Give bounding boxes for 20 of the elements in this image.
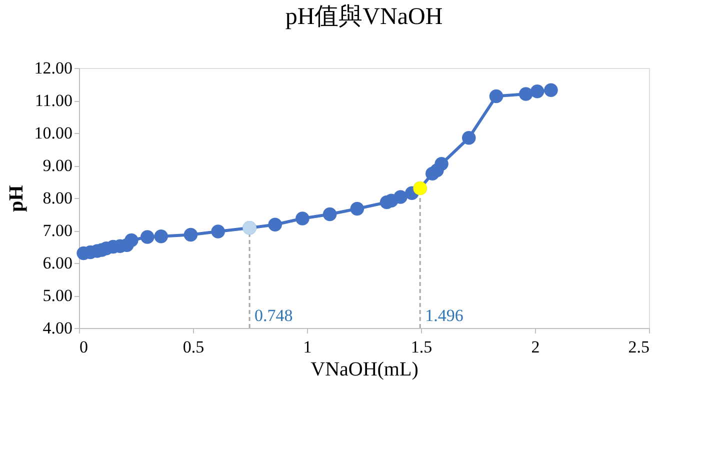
y-tick-label: 11.00	[34, 91, 72, 110]
y-tick-label: 6.00	[42, 254, 72, 272]
y-axis-title: pH	[5, 184, 28, 212]
y-tick-label: 12.00	[34, 58, 72, 78]
y-tick-label: 10.00	[34, 124, 72, 142]
x-tick-label: 0	[80, 338, 88, 356]
y-tick-label: 9.00	[42, 156, 72, 175]
x-tick-label: 2	[531, 338, 540, 356]
y-tick-label: 5.00	[42, 286, 72, 305]
y-tick-label: 4.00	[42, 318, 72, 338]
y-tick-label: 7.00	[42, 221, 72, 240]
chart-title: pH值與VNaOH	[285, 4, 443, 30]
x-tick-label: 1.5	[410, 338, 432, 356]
x-axis-title: VNaOH(mL)	[310, 358, 418, 380]
x-tick-label: 1	[303, 338, 312, 356]
x-tick-label: 2.5	[628, 338, 650, 356]
ref-line-label: 1.496	[425, 306, 464, 325]
ref-line-label: 0.748	[254, 306, 293, 325]
x-tick-label: 0.5	[182, 338, 204, 356]
y-tick-label: 8.00	[42, 188, 72, 208]
